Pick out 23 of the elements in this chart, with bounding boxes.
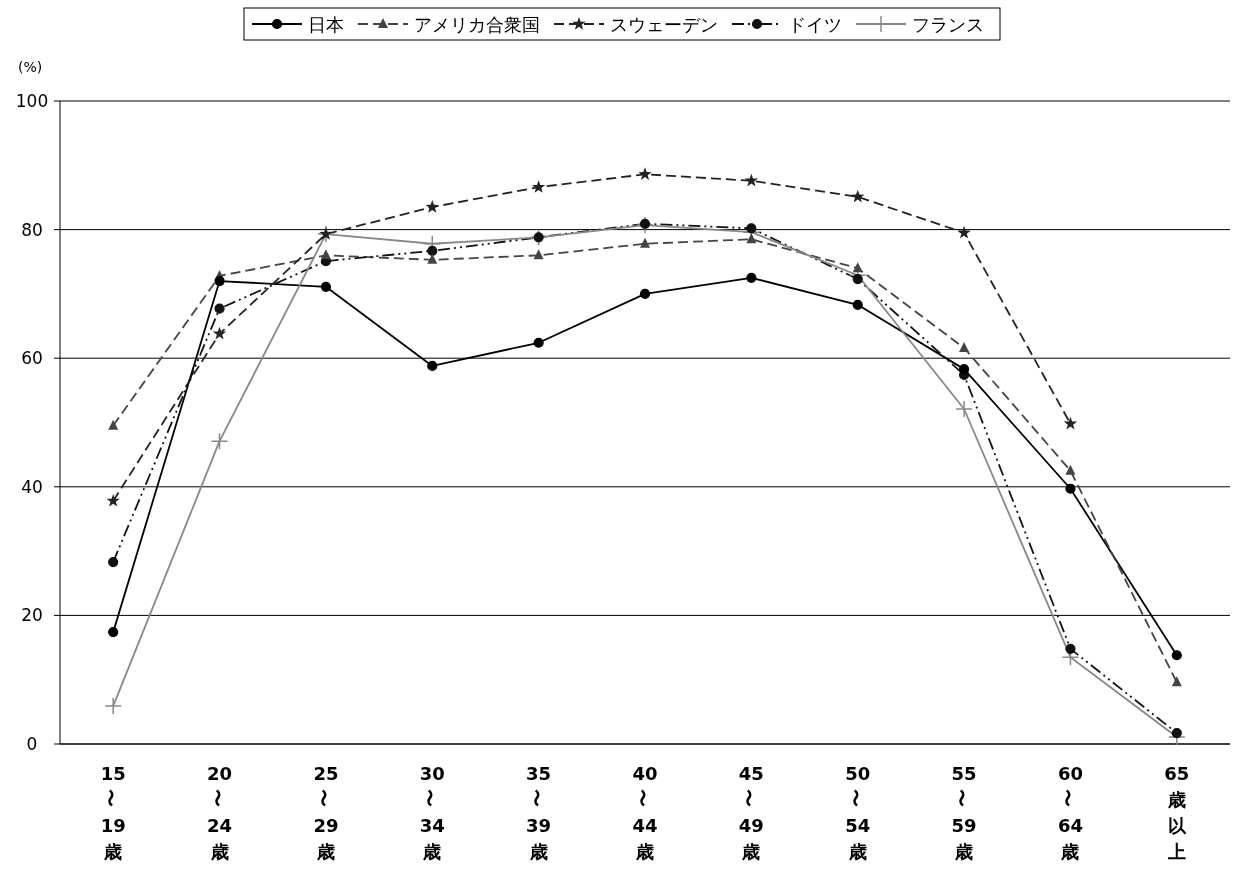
y-tick-label: 40 xyxy=(21,476,43,497)
legend-label: アメリカ合衆国 xyxy=(414,14,540,35)
legend-label: フランス xyxy=(912,14,984,35)
y-tick-label: 0 xyxy=(26,734,38,754)
x-tick-label: 40〜44歳 xyxy=(632,763,658,862)
legend-label: ドイツ xyxy=(788,14,842,35)
x-tick-label: 60〜64歳 xyxy=(1057,763,1083,862)
y-tick-label: 80 xyxy=(21,219,43,240)
y-tick-label: 20 xyxy=(21,605,43,626)
x-tick-label: 15〜19歳 xyxy=(100,763,126,862)
x-tick-label: 55〜59歳 xyxy=(951,763,977,862)
x-tick-label: 65歳以上 xyxy=(1164,763,1190,862)
x-tick-label: 45〜49歳 xyxy=(738,763,764,862)
x-tick-label: 35〜39歳 xyxy=(525,763,552,862)
legend-label: 日本 xyxy=(308,14,344,35)
y-tick-label: 60 xyxy=(21,348,43,369)
x-tick-label: 20〜24歳 xyxy=(206,763,233,862)
y-axis-title: (%) xyxy=(18,59,43,75)
y-tick-label: 100 xyxy=(15,91,49,111)
x-tick-label: 30〜34歳 xyxy=(419,763,445,862)
x-tick-label: 25〜29歳 xyxy=(312,763,339,862)
legend-label: スウェーデン xyxy=(610,14,718,35)
x-tick-label: 50〜54歳 xyxy=(844,763,871,862)
